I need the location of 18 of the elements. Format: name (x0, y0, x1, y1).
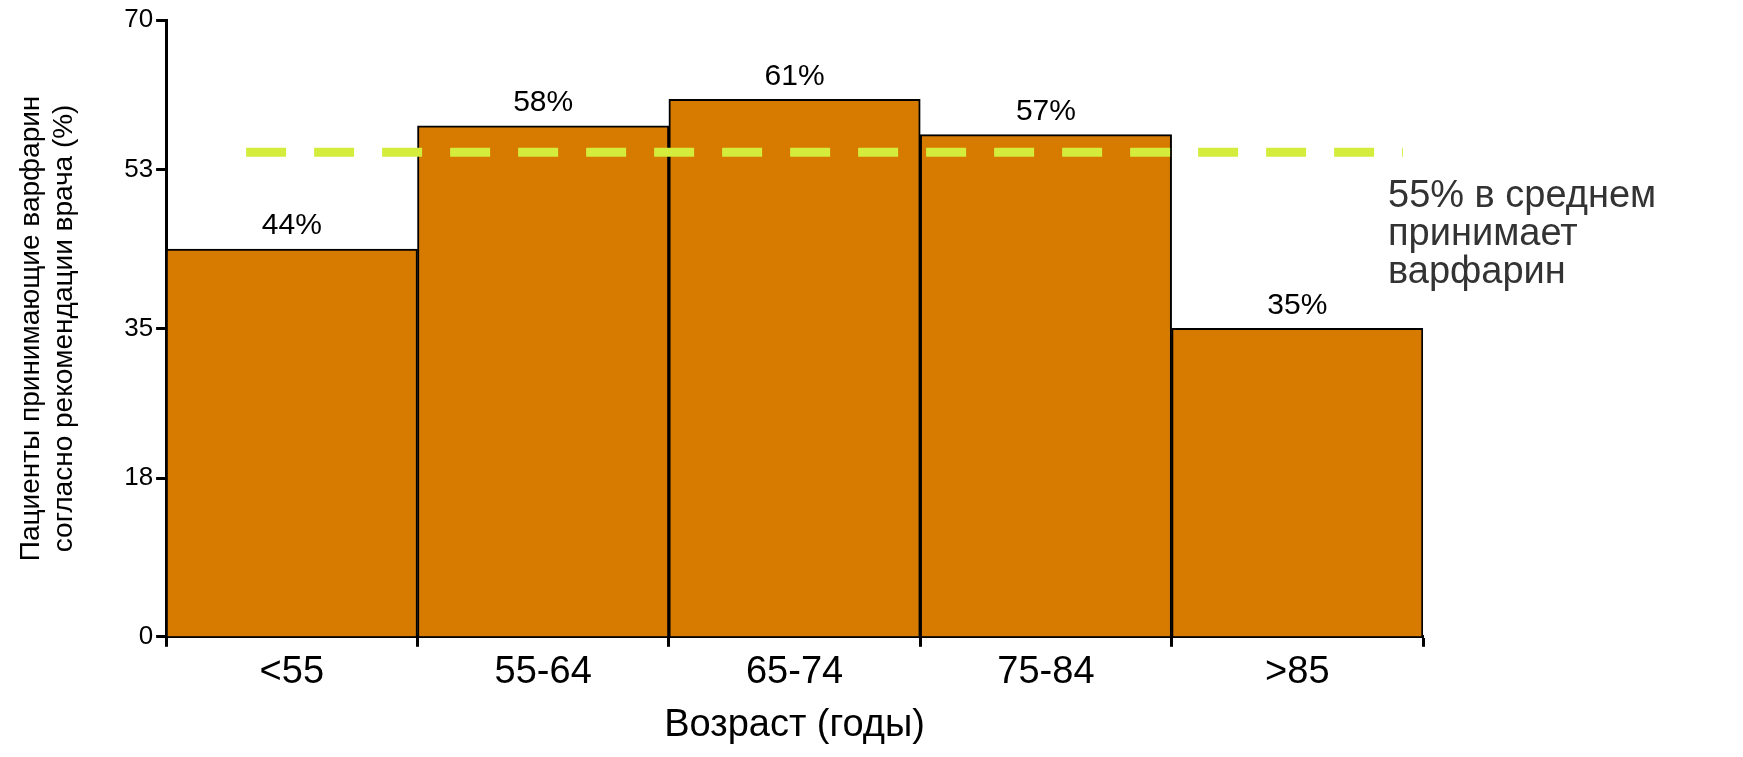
data-label: 44% (261, 207, 322, 241)
y-axis-title: Пациенты принимающие варфарин согласно рекомендации врача (%) (13, 95, 79, 562)
x-tick-label: 75-84 (997, 649, 1095, 692)
y-tick-label: 35 (124, 311, 154, 342)
data-label: 61% (764, 57, 825, 91)
y-tick-label: 0 (138, 619, 154, 650)
data-label: 57% (1015, 92, 1076, 126)
x-tick-label: 55-64 (494, 649, 592, 692)
x-tick-label: 65-74 (745, 649, 844, 692)
data-label: 35% (1267, 286, 1328, 320)
y-tick-label: 70 (124, 3, 154, 34)
x-tick-label: <55 (259, 649, 325, 692)
y-tick-label: 53 (124, 152, 154, 183)
y-tick-label: 18 (124, 461, 154, 492)
x-axis-title: Возраст (годы) (664, 701, 925, 744)
data-label: 58% (513, 84, 574, 117)
ref-line-label: 55% в среднем принимает варфарин (1388, 172, 1657, 291)
x-tick-label: >85 (1265, 649, 1330, 692)
